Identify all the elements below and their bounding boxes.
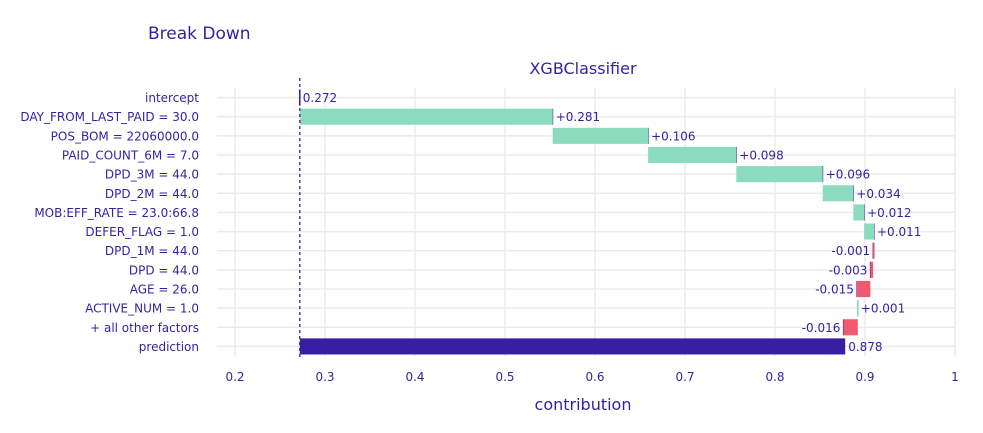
value-label: +0.001	[861, 302, 905, 316]
y-tick-label: PAID_COUNT_6M = 7.0	[62, 149, 199, 163]
y-tick-label: POS_BOM = 22060000.0	[51, 129, 199, 143]
y-tick-label: DPD_2M = 44.0	[105, 187, 199, 201]
x-tick-label: 0.4	[405, 370, 424, 384]
x-axis-label: contribution	[535, 395, 632, 414]
x-tick-label: 0.2	[225, 370, 244, 384]
y-tick-label: DPD_3M = 44.0	[105, 168, 199, 182]
value-labels: 0.272 +0.281 +0.106 +0.098 +0.096 +0.034 +0.01…	[303, 91, 922, 354]
x-tick-label: 1	[951, 370, 959, 384]
x-tick-label: 0.6	[585, 370, 604, 384]
bar-contribution	[870, 261, 874, 278]
value-label: +0.098	[739, 149, 783, 163]
y-tick-label: AGE = 26.0	[130, 283, 199, 297]
bar-contribution	[856, 300, 859, 317]
y-tick-label: DPD = 44.0	[129, 263, 199, 277]
x-tick-label: 0.7	[675, 370, 694, 384]
bar-contribution	[864, 223, 874, 240]
value-label: +0.012	[867, 206, 911, 220]
bar-contribution	[873, 242, 875, 259]
x-tick-label: 0.8	[765, 370, 784, 384]
y-tick-label: ACTIVE_NUM = 1.0	[85, 302, 199, 316]
bar-contribution	[853, 204, 865, 221]
value-label: -0.016	[802, 321, 841, 335]
x-tick-label: 0.5	[495, 370, 514, 384]
y-tick-label: prediction	[139, 340, 199, 354]
value-label: +0.034	[856, 187, 900, 201]
y-tick-label: DAY_FROM_LAST_PAID = 30.0	[20, 110, 199, 124]
value-label: +0.106	[651, 129, 695, 143]
value-label: 0.272	[303, 91, 337, 105]
bar-prediction	[299, 338, 846, 355]
value-label: -0.003	[829, 263, 868, 277]
bar-contribution	[736, 166, 823, 183]
y-tick-label: + all other factors	[90, 321, 199, 335]
bar-contribution	[843, 319, 858, 336]
value-label: -0.015	[815, 283, 854, 297]
bar-contribution	[822, 185, 854, 202]
y-tick-label: intercept	[145, 91, 199, 105]
bar-contribution	[299, 108, 553, 125]
x-tick-label: 0.9	[855, 370, 874, 384]
bar-contribution	[552, 127, 649, 144]
bar-contribution	[648, 146, 737, 164]
y-tick-label: DEFER_FLAG = 1.0	[85, 225, 199, 239]
bars	[299, 89, 875, 355]
value-label: +0.011	[877, 225, 921, 239]
y-tick-labels: intercept DAY_FROM_LAST_PAID = 30.0 POS_BO…	[20, 91, 199, 354]
value-label: +0.281	[556, 110, 600, 124]
x-tick-label: 0.3	[315, 370, 334, 384]
y-tick-label: DPD_1M = 44.0	[105, 244, 199, 258]
bar-contribution	[856, 280, 871, 298]
figure-title: Break Down	[148, 24, 251, 44]
value-label: -0.001	[831, 244, 870, 258]
y-tick-label: MOB:EFF_RATE = 23.0:66.8	[34, 206, 199, 220]
x-tick-labels: 0.2 0.3 0.4 0.5 0.6 0.7 0.8 0.9 1	[225, 370, 958, 384]
value-label: +0.096	[826, 168, 870, 182]
chart-subtitle: XGBClassifier	[529, 59, 637, 78]
value-label: 0.878	[848, 340, 882, 354]
